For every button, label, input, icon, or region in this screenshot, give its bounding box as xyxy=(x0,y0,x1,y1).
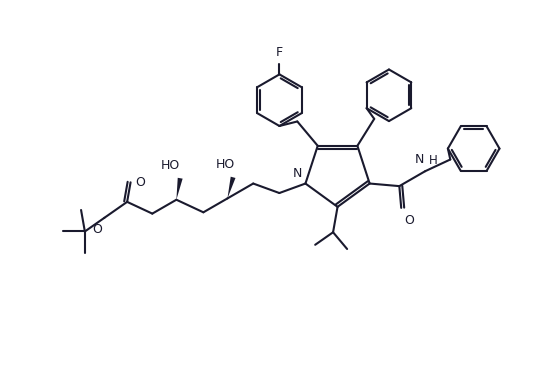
Text: HO: HO xyxy=(161,159,180,172)
Text: N: N xyxy=(293,167,302,179)
Text: H: H xyxy=(429,154,438,167)
Polygon shape xyxy=(177,178,183,200)
Text: O: O xyxy=(135,176,145,189)
Text: O: O xyxy=(92,223,102,236)
Text: O: O xyxy=(404,214,414,227)
Text: HO: HO xyxy=(216,159,235,171)
Text: N: N xyxy=(415,153,424,166)
Text: F: F xyxy=(276,47,283,59)
Polygon shape xyxy=(227,177,236,198)
